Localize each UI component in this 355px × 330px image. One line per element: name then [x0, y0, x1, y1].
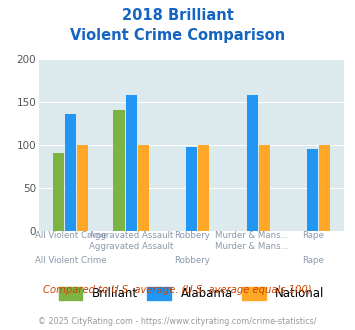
- Text: Rape: Rape: [302, 256, 324, 265]
- Text: Murder & Mans...: Murder & Mans...: [215, 242, 289, 251]
- Bar: [247, 95, 258, 231]
- Bar: [114, 110, 125, 231]
- Bar: [307, 148, 318, 231]
- Text: Aggravated Assault: Aggravated Assault: [89, 231, 173, 240]
- Text: Robbery: Robbery: [174, 256, 210, 265]
- Text: © 2025 CityRating.com - https://www.cityrating.com/crime-statistics/: © 2025 CityRating.com - https://www.city…: [38, 317, 317, 326]
- Text: All Violent Crime: All Violent Crime: [35, 256, 106, 265]
- Bar: [198, 145, 209, 231]
- Text: Murder & Mans...: Murder & Mans...: [215, 231, 289, 240]
- Bar: [320, 145, 331, 231]
- Bar: [65, 114, 76, 231]
- Bar: [138, 145, 149, 231]
- Bar: [126, 95, 137, 231]
- Bar: [53, 153, 64, 231]
- Text: Robbery: Robbery: [174, 231, 210, 240]
- Bar: [259, 145, 270, 231]
- Bar: [77, 145, 88, 231]
- Bar: [186, 147, 197, 231]
- Text: All Violent Crime: All Violent Crime: [35, 231, 106, 240]
- Text: 2018 Brilliant: 2018 Brilliant: [121, 8, 234, 23]
- Legend: Brilliant, Alabama, National: Brilliant, Alabama, National: [53, 281, 331, 306]
- Text: Rape: Rape: [302, 231, 324, 240]
- Text: Aggravated Assault: Aggravated Assault: [89, 242, 173, 251]
- Text: Compared to U.S. average. (U.S. average equals 100): Compared to U.S. average. (U.S. average …: [43, 285, 312, 295]
- Text: Violent Crime Comparison: Violent Crime Comparison: [70, 28, 285, 43]
